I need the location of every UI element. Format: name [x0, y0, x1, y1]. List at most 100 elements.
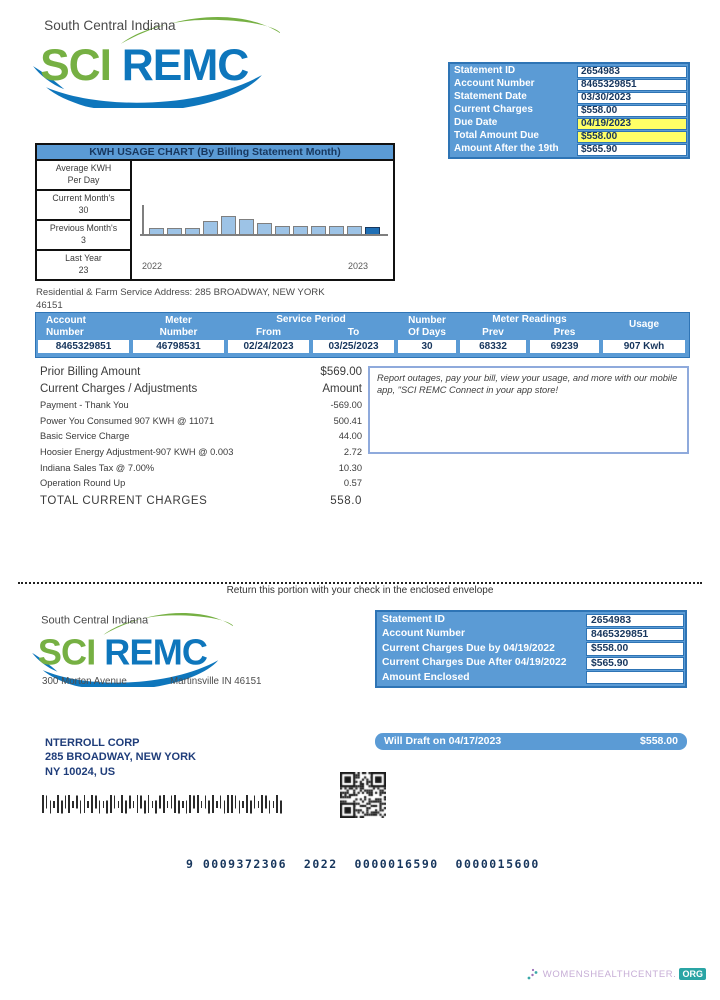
current-month-cell: Current Month's 30 [37, 191, 130, 221]
charge-row-power: Power You Consumed 907 KWH @ 11071 500.4… [40, 416, 362, 432]
return-note: Return this portion with your check in t… [226, 585, 494, 596]
stat-value: 30 [78, 205, 89, 215]
barcode-bar [159, 795, 161, 808]
table-row: Statement ID 2654983 [378, 613, 684, 627]
barcode-bar [257, 800, 260, 808]
statement-date-value: 03/30/2023 [577, 91, 687, 104]
barcode-bar [249, 800, 252, 813]
barcode-bar [60, 800, 63, 813]
stub-account-number-value: 8465329851 [586, 627, 684, 642]
usage-bar [347, 226, 362, 234]
charge-amount: 2.72 [343, 447, 362, 458]
barcode-bar [110, 795, 112, 813]
usage-bar [185, 228, 200, 234]
statement-id-value: 2654983 [577, 65, 687, 78]
barcode-bar [49, 800, 52, 813]
barcode-bar [42, 795, 44, 813]
usage-bar [239, 219, 254, 234]
amount-enclosed-field[interactable] [586, 671, 684, 685]
barcode-bar [72, 800, 74, 808]
table-row: Current Charges Due After 04/19/2022 $56… [378, 656, 684, 671]
prev-reading-cell: 68332 [460, 340, 526, 353]
charge-label: Basic Service Charge [40, 431, 130, 442]
barcode-bar [68, 795, 71, 813]
charge-row-round-up: Operation Round Up 0.57 [40, 478, 362, 494]
barcode-bar [200, 800, 203, 808]
site-watermark: WOMENSHEALTHCENTER. ORG [526, 967, 706, 981]
statement-id-label: Statement ID [454, 65, 516, 76]
barcode-bar [106, 800, 108, 813]
company-logo: South Central Indiana SCI REMC [28, 6, 282, 113]
qr-code [340, 772, 386, 818]
days-cell: 30 [398, 340, 456, 353]
chart-body: Average KWH Per Day Current Month's 30 P… [37, 161, 393, 279]
col-meter-readings: Meter Readings [492, 314, 567, 325]
meter-usage-table: Account Number Meter Number Service Period… [35, 312, 690, 358]
logo-sci: SCI [40, 41, 111, 90]
charge-row-basic-service: Basic Service Charge 44.00 [40, 431, 362, 447]
due-date-label: Due Date [454, 117, 498, 128]
barcode-bar [231, 795, 233, 813]
stub-statement-id-label: Statement ID [382, 614, 445, 625]
stat-value: 3 [81, 235, 86, 245]
stat-value: 23 [78, 265, 89, 275]
barcode-bar [204, 795, 207, 808]
usage-bar [311, 226, 326, 234]
col-pres: Pres [553, 327, 576, 338]
current-charges-label: Current Charges [454, 104, 533, 115]
remit-city: Martinsville IN 46151 [170, 676, 262, 687]
perforation-line [18, 582, 702, 584]
chart-title: KWH USAGE CHART (By Billing Statement Mo… [37, 145, 393, 161]
postnet-barcode [42, 793, 284, 815]
barcode-bar [91, 795, 93, 813]
table-row: Account Number 8465329851 [378, 627, 684, 642]
table-row: Amount After the 19th $565.90 [451, 143, 687, 156]
stub-due-after-value: $565.90 [586, 656, 684, 671]
barcode-bar [185, 800, 188, 813]
barcode-bar [238, 800, 241, 813]
charge-label: Operation Round Up [40, 478, 126, 489]
col-usage: Usage [628, 319, 659, 330]
account-number-label: Account Number [454, 78, 535, 89]
usage-bar [221, 216, 236, 234]
stub-statement-id-value: 2654983 [586, 613, 684, 627]
charge-row-sales-tax: Indiana Sales Tax @ 7.00% 10.30 [40, 463, 362, 479]
charge-label: Hoosier Energy Adjustment-907 KWH @ 0.00… [40, 447, 234, 458]
barcode-bar [53, 800, 55, 808]
barcode-bar [253, 795, 256, 808]
recipient-street: 285 BROADWAY, NEW YORK [45, 751, 196, 764]
barcode-bar [144, 800, 146, 813]
due-date-value: 04/19/2023 [577, 117, 687, 130]
barcode-bar [268, 800, 271, 813]
watermark-org-badge: ORG [679, 968, 706, 980]
sci-remc-logo-graphic: South Central Indiana SCI REMC [33, 17, 282, 112]
recipient-city: NY 10024, US [45, 765, 116, 778]
usage-bar [329, 226, 344, 234]
charge-label: TOTAL CURRENT CHARGES [40, 495, 208, 508]
amount-after-value: $565.90 [577, 143, 687, 156]
barcode-bar [174, 795, 176, 813]
stat-line: Previous Month's [49, 223, 118, 234]
charge-amount: 500.41 [333, 415, 362, 426]
service-address: Residential & Farm Service Address: 285 … [36, 287, 325, 313]
previous-month-cell: Previous Month's 3 [37, 221, 130, 251]
barcode-bar [98, 800, 101, 813]
service-address-line1: Residential & Farm Service Address: 285 … [36, 287, 325, 298]
col-service-period: Service Period [276, 314, 346, 325]
mobile-app-notice: Report outages, pay your bill, view your… [368, 366, 689, 454]
charge-amount: $569.00 [320, 366, 362, 378]
charge-row-hoosier: Hoosier Energy Adjustment-907 KWH @ 0.00… [40, 447, 362, 463]
barcode-bar [276, 795, 279, 813]
barcode-bar [242, 800, 244, 808]
barcode-bar [189, 795, 192, 813]
statement-summary-table: Statement ID 2654983 Account Number 8465… [448, 62, 690, 159]
charges-section: Prior Billing Amount $569.00 Current Cha… [40, 366, 362, 512]
will-draft-banner: Will Draft on 04/17/2023 $558.00 [375, 733, 687, 750]
period-to-cell: 03/25/2023 [313, 340, 394, 353]
barcode-bar [227, 795, 229, 813]
x-label-2023: 2023 [348, 261, 369, 271]
total-amount-due-value: $558.00 [577, 130, 687, 143]
usage-bar [293, 226, 308, 234]
meter-number-cell: 46798531 [133, 340, 224, 353]
